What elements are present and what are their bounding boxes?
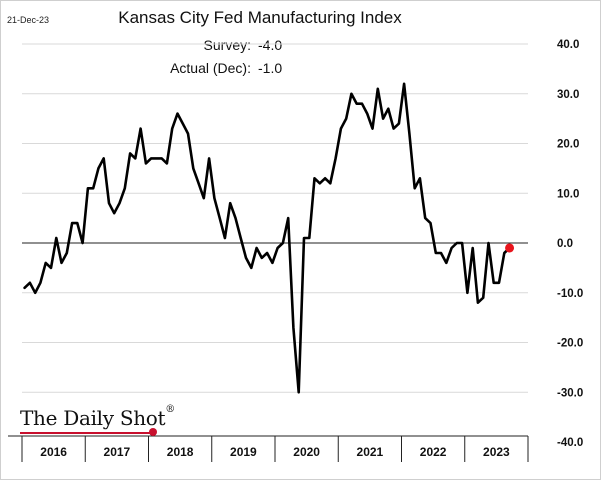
- logo-underline: [20, 432, 154, 434]
- series-line: [25, 84, 510, 393]
- daily-shot-logo: The Daily Shot®: [20, 406, 175, 430]
- x-tick-label: 2017: [104, 445, 131, 459]
- x-tick-label: 2021: [357, 445, 384, 459]
- y-tick-label: -20.0: [557, 338, 583, 350]
- x-tick-label: 2023: [483, 445, 510, 459]
- y-tick-label: 40.0: [557, 39, 579, 51]
- y-tick-label: 30.0: [557, 89, 579, 101]
- y-tick-label: -10.0: [557, 288, 583, 300]
- y-tick-label: 0.0: [557, 238, 573, 250]
- x-tick-label: 2018: [167, 445, 194, 459]
- y-tick-label: 10.0: [557, 188, 579, 200]
- y-tick-label: -30.0: [557, 387, 583, 399]
- highlight-point: [505, 243, 514, 252]
- x-tick-label: 2019: [230, 445, 257, 459]
- logo-dot: [149, 428, 157, 436]
- x-tick-label: 2016: [40, 445, 67, 459]
- x-tick-label: 2020: [293, 445, 320, 459]
- y-tick-label: -40.0: [557, 437, 583, 449]
- y-tick-label: 20.0: [557, 139, 579, 151]
- x-tick-label: 2022: [420, 445, 447, 459]
